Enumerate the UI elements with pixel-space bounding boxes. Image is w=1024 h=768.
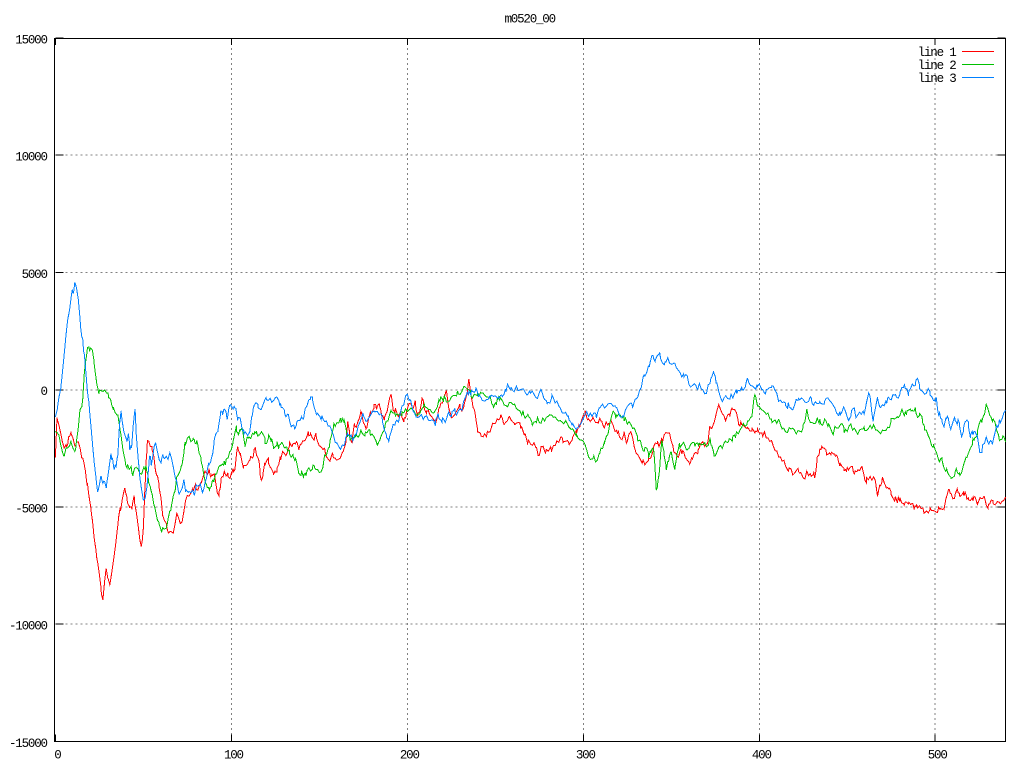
svg-text:-5000: -5000 bbox=[15, 502, 47, 516]
svg-text:0: 0 bbox=[54, 749, 61, 763]
svg-text:0: 0 bbox=[40, 385, 47, 399]
svg-text:m0520_00: m0520_00 bbox=[504, 13, 555, 27]
svg-text:100: 100 bbox=[224, 749, 244, 763]
svg-text:-15000: -15000 bbox=[9, 737, 48, 751]
svg-text:line 2: line 2 bbox=[918, 59, 957, 73]
svg-text:-10000: -10000 bbox=[9, 620, 48, 634]
svg-text:500: 500 bbox=[928, 749, 948, 763]
svg-text:200: 200 bbox=[400, 749, 420, 763]
svg-text:400: 400 bbox=[752, 749, 772, 763]
svg-text:300: 300 bbox=[576, 749, 596, 763]
svg-text:5000: 5000 bbox=[22, 268, 48, 282]
svg-text:10000: 10000 bbox=[15, 151, 47, 165]
svg-text:15000: 15000 bbox=[15, 33, 47, 47]
svg-text:line 3: line 3 bbox=[918, 72, 957, 86]
svg-text:line 1: line 1 bbox=[918, 46, 957, 60]
